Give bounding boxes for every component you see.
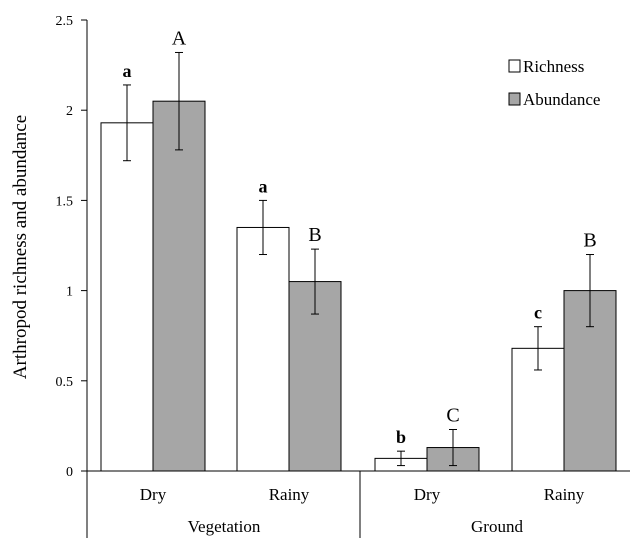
x-category-label: Dry [140,485,167,504]
bars: a a b c A B C B [100,27,617,472]
significance-label: B [308,224,321,246]
y-tick-label: 1.5 [56,194,74,209]
legend-label: Richness [523,57,584,76]
group-label: Vegetation [188,517,261,536]
group-label: Ground [471,517,523,536]
x-category-label: Rainy [269,485,310,504]
significance-label: b [396,427,406,447]
legend-swatch-abundance [508,92,521,106]
y-tick-label: 2 [66,104,73,119]
significance-label: a [123,61,132,81]
x-category-label: Dry [414,485,441,504]
significance-label: C [446,405,459,427]
significance-label: A [172,27,187,49]
bar-richness-1 [236,226,290,472]
y-tick-label: 1 [66,285,73,300]
significance-label: c [534,303,542,323]
significance-label: B [583,230,596,252]
legend-label: Abundance [523,90,600,109]
y-tick-label: 0.5 [56,375,74,390]
x-axis: Dry Rainy Dry Rainy Vegetation Ground [86,470,630,538]
y-axis-label: Arthropod richness and abundance [10,115,31,379]
legend: Richness Abundance [508,57,600,109]
bar-abundance-0 [152,100,206,472]
bar-richness-0 [100,122,154,472]
y-tick-label: 0 [66,465,73,480]
y-tick-label: 2.5 [56,14,74,29]
significance-label: a [259,176,268,196]
legend-swatch-richness [508,59,521,73]
y-axis: 0 0.5 1 1.5 2 2.5 [56,14,88,480]
x-category-label: Rainy [544,485,585,504]
